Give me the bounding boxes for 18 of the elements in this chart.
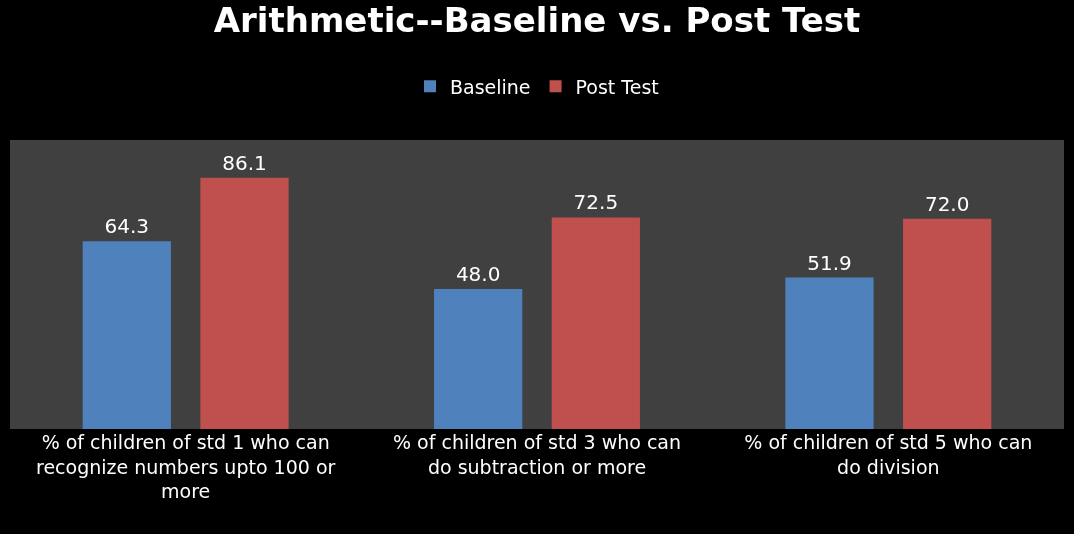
bar [200, 177, 289, 429]
bar [903, 218, 992, 429]
x-tick-label: % of children of std 5 who can do division [744, 431, 1033, 478]
x-tick-label: % of children of std 3 who can do subtraction or more [392, 431, 682, 478]
data-label: 72.5 [573, 190, 619, 215]
bar [785, 277, 874, 429]
data-label: 51.9 [807, 250, 852, 275]
data-label: 86.1 [222, 150, 267, 175]
bar [82, 241, 171, 429]
chart-title: Arithmetic--Baseline vs. Post Test [213, 0, 861, 40]
bar [551, 217, 640, 429]
data-label: 64.3 [104, 214, 150, 239]
bar [434, 288, 523, 429]
data-label: 48.0 [455, 261, 501, 286]
legend-label: Baseline [450, 75, 531, 98]
data-label: 72.0 [924, 191, 970, 216]
legend-label: Post Test [575, 75, 659, 98]
x-tick-label: % of children of std 1 who can recognize numbers upto 100 or more [36, 431, 336, 503]
